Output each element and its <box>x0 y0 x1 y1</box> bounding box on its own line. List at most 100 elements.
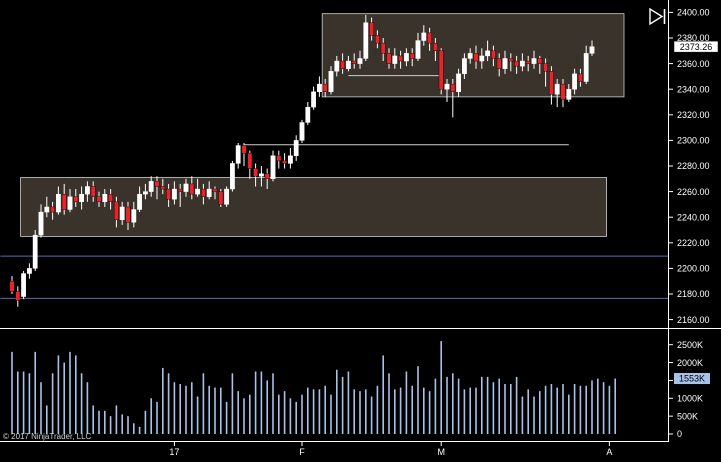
time-tick-label: F <box>299 447 305 457</box>
price-tick-label: 2360.00 <box>677 59 710 69</box>
price-tick-label: 2320.00 <box>677 110 710 120</box>
candle-body <box>531 58 537 64</box>
volume-tick-label: 0 <box>677 429 682 439</box>
candle-body <box>421 32 427 41</box>
candle-body <box>450 83 456 92</box>
candle-body <box>496 58 502 69</box>
candle-body <box>549 71 554 95</box>
candle-body <box>166 188 171 200</box>
candle-body <box>160 186 166 190</box>
candle-body <box>154 181 160 187</box>
candle-body <box>171 188 177 200</box>
candle-body <box>444 83 450 90</box>
candle-body <box>305 106 311 123</box>
candle-body <box>224 188 229 205</box>
price-tick-label: 2220.00 <box>677 238 710 248</box>
candle-body <box>380 42 386 54</box>
candle-body <box>433 42 438 51</box>
candle-body <box>583 53 589 82</box>
candle-body <box>189 183 195 195</box>
candle-body <box>485 50 490 57</box>
price-tick-label: 2280.00 <box>677 161 710 171</box>
candle-body <box>195 188 200 195</box>
candle-body <box>491 50 496 59</box>
time-tick-label: 17 <box>169 447 179 457</box>
current-volume-tag: 1553K <box>674 373 710 385</box>
candle-body <box>462 58 467 75</box>
candle-body <box>218 191 224 205</box>
candle-body <box>241 145 247 154</box>
current-price-label: 2373.26 <box>680 42 713 52</box>
candle-body <box>375 35 380 44</box>
candle-body <box>334 60 340 72</box>
candle-body <box>131 209 137 223</box>
candle-body <box>38 211 44 236</box>
candle-body <box>183 183 189 192</box>
candle-body <box>67 196 73 210</box>
candle-body <box>264 173 270 179</box>
volume-tick-label: 1000K <box>677 393 703 403</box>
candle-body <box>125 206 131 223</box>
candle-body <box>61 193 67 210</box>
candle-body <box>200 188 206 197</box>
price-tick-label: 2260.00 <box>677 187 710 197</box>
candle-body <box>15 291 21 301</box>
price-tick-label: 2240.00 <box>677 212 710 222</box>
candle-body <box>137 193 142 210</box>
volume-tick-label: 2000K <box>677 358 703 368</box>
candle-body <box>438 50 444 90</box>
price-tick-label: 2160.00 <box>677 315 710 325</box>
candle-body <box>473 53 479 62</box>
candle-body <box>282 160 287 164</box>
candle-body <box>502 58 508 69</box>
copyright-label: © 2017 NinjaTrader, LLC <box>3 432 92 441</box>
candle-body <box>108 193 114 203</box>
candle-body <box>293 140 299 156</box>
price-tick-label: 2300.00 <box>677 136 710 146</box>
candle-body <box>9 281 15 292</box>
candle-body <box>456 73 461 92</box>
candle-body <box>79 193 85 203</box>
candle-body <box>386 53 392 64</box>
price-tick-label: 2200.00 <box>677 264 710 274</box>
candle-body <box>508 58 514 62</box>
candle-body <box>514 60 520 67</box>
price-axis: 2160.00 2180.00 2200.00 2220.00 2240.00 2260.… <box>668 8 710 325</box>
volume-series <box>11 341 617 434</box>
candle-body <box>578 73 583 82</box>
time-tick-label: M <box>437 447 445 457</box>
candle-body <box>299 122 305 141</box>
candle-body <box>409 53 415 59</box>
volume-tick-label: 2500K <box>677 340 703 350</box>
candle-body <box>32 234 38 269</box>
candle-body <box>21 273 26 297</box>
candle-body <box>392 55 398 64</box>
candle-body <box>520 60 525 67</box>
candle-body <box>142 191 148 195</box>
price-tick-label: 2400.00 <box>677 8 710 18</box>
candle-body <box>537 58 543 64</box>
candle-body <box>206 188 212 197</box>
candle-body <box>288 155 293 164</box>
candle-body <box>73 196 79 203</box>
candle-body <box>317 83 322 92</box>
candle-body <box>27 268 32 274</box>
candle-body <box>276 155 282 162</box>
candle-body <box>148 181 154 192</box>
candle-body <box>427 32 432 44</box>
candle-body <box>102 193 108 203</box>
play-to-end-icon[interactable] <box>649 7 666 26</box>
price-tick-label: 2340.00 <box>677 84 710 94</box>
current-price-tag: 2373.26 <box>673 40 719 53</box>
candle-body <box>404 53 409 62</box>
zone-rect <box>20 177 608 237</box>
candle-body <box>340 60 345 69</box>
time-tick-label: A <box>606 447 612 457</box>
candle-body <box>235 145 241 164</box>
candle-body <box>229 163 235 190</box>
candle-body <box>113 201 119 220</box>
candle-body <box>270 155 276 179</box>
candle-body <box>589 46 595 54</box>
time-axis: 17 F M A <box>169 442 612 457</box>
